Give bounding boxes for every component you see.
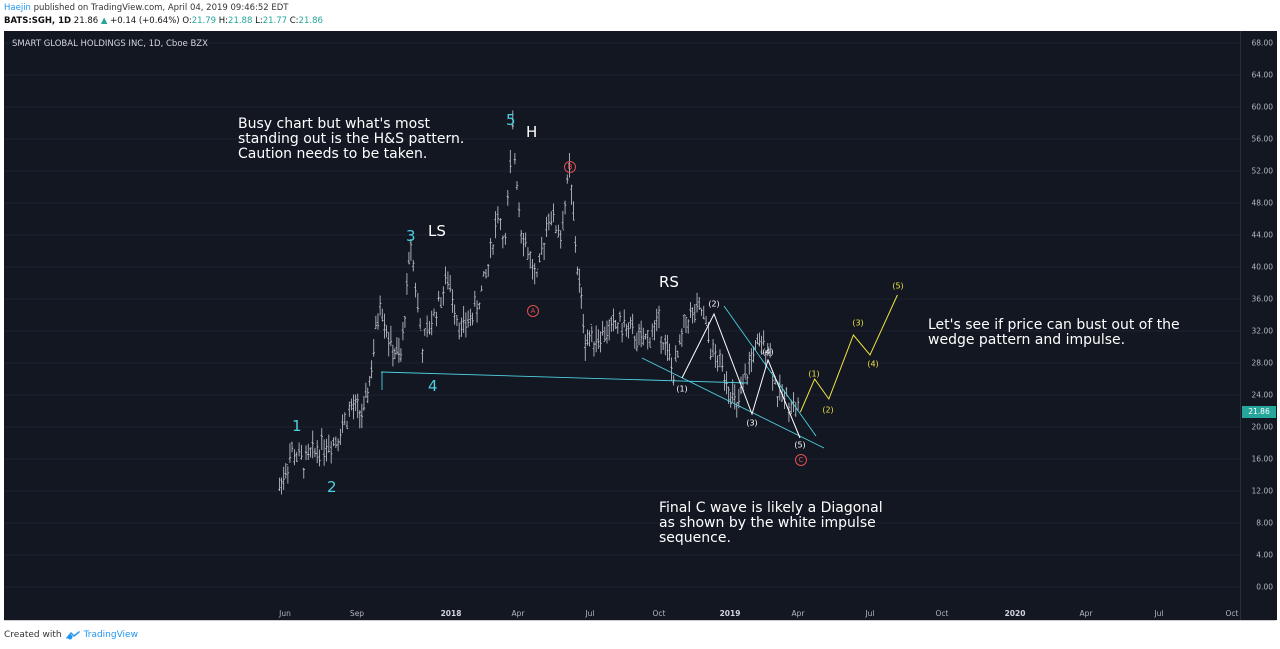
publish-line: Haejin published on TradingView.com, Apr… <box>4 3 289 13</box>
rs-label: RS <box>659 273 679 291</box>
bottom-divider <box>4 620 1276 621</box>
hs-note: Busy chart but what's most standing out … <box>238 116 465 162</box>
last-price-tag: 21.86 <box>1242 406 1276 419</box>
tradingview-logo-icon <box>65 631 80 640</box>
y-tick-label: 32.00 <box>1251 326 1273 336</box>
wedge-lower-line <box>641 357 825 449</box>
diagonal-impulse-line <box>681 312 801 439</box>
close-value: 21.86 <box>298 16 323 26</box>
y-tick-label: 4.00 <box>1256 550 1273 560</box>
x-tick-label: 2019 <box>719 609 741 618</box>
y-tick-label: 28.00 <box>1251 358 1273 368</box>
x-tick-label: 2018 <box>440 609 462 618</box>
head-label: H <box>526 123 538 141</box>
x-tick-label: Jul <box>1154 609 1164 618</box>
ls-label: LS <box>428 222 446 240</box>
projection-line <box>799 294 898 413</box>
y-tick-label: 48.00 <box>1251 198 1273 208</box>
author-link[interactable]: Haejin <box>4 3 31 13</box>
tradingview-link[interactable]: TradingView <box>83 630 138 640</box>
wave-4-label: 4 <box>428 377 438 395</box>
symbol-label: BATS:SGH, 1D <box>4 16 72 26</box>
x-tick-label: Apr <box>791 609 805 618</box>
high-label: H: <box>218 16 229 26</box>
y-tick-label: 56.00 <box>1251 134 1273 144</box>
chart-title: SMART GLOBAL HOLDINGS INC, 1D, Cboe BZX <box>12 39 208 49</box>
x-tick-label: Jun <box>279 609 291 618</box>
x-tick-label: 2020 <box>1004 609 1026 618</box>
publish-header: Haejin published on TradingView.com, Apr… <box>0 0 1280 30</box>
low-label: L: <box>255 16 263 26</box>
y-tick-label: 0.00 <box>1256 582 1273 592</box>
chart-svg <box>4 42 1240 588</box>
y-tick-label: 16.00 <box>1251 454 1273 464</box>
wedge-upper-line <box>723 305 817 437</box>
created-with-label: Created with <box>4 630 62 640</box>
proj-1-label: (1) <box>808 369 820 379</box>
x-tick-label: Apr <box>1079 609 1093 618</box>
y-tick-label: 60.00 <box>1251 102 1273 112</box>
y-tick-label: 40.00 <box>1251 262 1273 272</box>
y-tick-label: 52.00 <box>1251 166 1273 176</box>
diag-4-label: (4) <box>762 347 774 357</box>
y-tick-label: 44.00 <box>1251 230 1273 240</box>
high-value: 21.88 <box>228 16 253 26</box>
open-value: 21.79 <box>191 16 217 26</box>
y-tick-label: 68.00 <box>1251 38 1273 48</box>
x-tick-label: Jul <box>585 609 595 618</box>
diag-1-label: (1) <box>676 384 688 394</box>
x-tick-label: Oct <box>1225 609 1239 618</box>
neckline <box>380 371 749 384</box>
y-tick-label: 64.00 <box>1251 70 1273 80</box>
diag-2-label: (2) <box>708 299 720 309</box>
diag-5-label: (5) <box>794 440 806 450</box>
y-tick-label: 20.00 <box>1251 422 1273 432</box>
low-value: 21.77 <box>262 16 288 26</box>
y-tick-label: 8.00 <box>1256 518 1273 528</box>
wave-1-label: 1 <box>292 417 302 435</box>
y-tick-label: 24.00 <box>1251 390 1273 400</box>
breakout-note: Let's see if price can bust out of the w… <box>928 317 1180 348</box>
close-label: C: <box>289 16 299 26</box>
proj-2-label: (2) <box>822 405 834 415</box>
up-arrow-icon: ▲ <box>100 16 108 26</box>
chart-pane[interactable]: SMART GLOBAL HOLDINGS INC, 1D, Cboe BZX … <box>4 31 1240 620</box>
wave-5-label: 5 <box>506 111 516 129</box>
wave-c-label: C <box>795 454 807 466</box>
change-value: +0.14 (+0.64%) <box>110 16 180 26</box>
x-tick-label: Apr <box>511 609 525 618</box>
proj-5-label: (5) <box>892 281 904 291</box>
proj-4-label: (4) <box>867 359 879 369</box>
last-price: 21.86 <box>73 16 99 26</box>
y-tick-label: 12.00 <box>1251 486 1273 496</box>
proj-3-label: (3) <box>852 318 864 328</box>
x-tick-label: Jul <box>865 609 875 618</box>
footer: Created with TradingView <box>4 630 138 640</box>
wave-2-label: 2 <box>327 478 337 496</box>
wave-a-label: A <box>527 305 539 317</box>
price-axis[interactable]: 21.86 68.00 64.00 60.00 56.00 52.00 48.00 44.0… <box>1240 31 1277 620</box>
publish-info: published on TradingView.com, April 04, … <box>33 3 289 13</box>
wave-3-label: 3 <box>406 227 416 245</box>
ohlc-line: BATS:SGH, 1D 21.86 ▲ +0.14 (+0.64%) O:21… <box>4 16 323 26</box>
diagonal-note: Final C wave is likely a Diagonal as sho… <box>659 500 883 546</box>
wave-b-label: B <box>564 161 576 173</box>
x-tick-label: Oct <box>935 609 949 618</box>
x-tick-label: Sep <box>349 609 365 618</box>
diag-3-label: (3) <box>746 418 758 428</box>
x-tick-label: Oct <box>652 609 666 618</box>
open-label: O: <box>182 16 192 26</box>
y-tick-label: 36.00 <box>1251 294 1273 304</box>
